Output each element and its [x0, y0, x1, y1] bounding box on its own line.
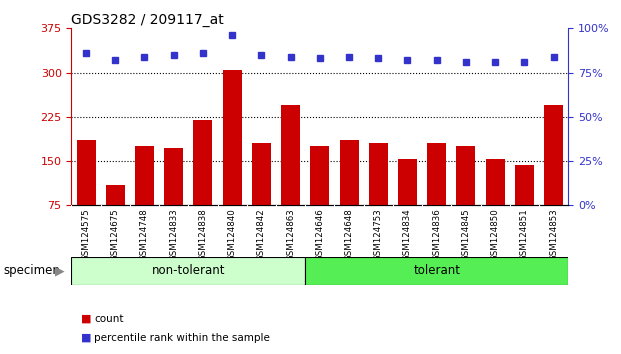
- Text: GSM124842: GSM124842: [257, 208, 266, 261]
- Text: ■: ■: [81, 333, 91, 343]
- Bar: [76, 141, 96, 205]
- Bar: [281, 105, 300, 205]
- Text: GSM124850: GSM124850: [491, 208, 500, 261]
- Bar: [310, 146, 329, 205]
- Text: ▶: ▶: [55, 264, 64, 277]
- Bar: [135, 146, 154, 205]
- Text: tolerant: tolerant: [413, 264, 460, 277]
- Text: GSM124863: GSM124863: [286, 208, 295, 261]
- Bar: [193, 120, 212, 205]
- Text: GSM124748: GSM124748: [140, 208, 149, 261]
- Bar: [456, 146, 476, 205]
- Text: GSM124648: GSM124648: [345, 208, 353, 261]
- Bar: [223, 70, 242, 205]
- Bar: [544, 105, 563, 205]
- Text: GSM124853: GSM124853: [549, 208, 558, 261]
- Text: GSM124753: GSM124753: [374, 208, 383, 261]
- Text: count: count: [94, 314, 124, 324]
- Text: GSM124834: GSM124834: [403, 208, 412, 261]
- Text: GSM124836: GSM124836: [432, 208, 441, 261]
- Text: GSM124575: GSM124575: [81, 208, 91, 261]
- Text: GSM124851: GSM124851: [520, 208, 529, 261]
- Bar: [486, 159, 505, 205]
- Text: GDS3282 / 209117_at: GDS3282 / 209117_at: [71, 13, 224, 27]
- Bar: [340, 141, 358, 205]
- Text: GSM124845: GSM124845: [461, 208, 471, 261]
- Text: percentile rank within the sample: percentile rank within the sample: [94, 333, 270, 343]
- Text: ■: ■: [81, 314, 91, 324]
- Text: GSM124675: GSM124675: [111, 208, 120, 261]
- Bar: [427, 143, 446, 205]
- Text: non-tolerant: non-tolerant: [152, 264, 225, 277]
- Bar: [305, 257, 568, 285]
- Text: GSM124833: GSM124833: [169, 208, 178, 261]
- Bar: [106, 185, 125, 205]
- Text: specimen: specimen: [3, 264, 60, 277]
- Bar: [515, 165, 534, 205]
- Bar: [71, 257, 305, 285]
- Text: GSM124838: GSM124838: [199, 208, 207, 261]
- Text: GSM124646: GSM124646: [315, 208, 324, 261]
- Bar: [252, 143, 271, 205]
- Bar: [369, 143, 388, 205]
- Bar: [398, 159, 417, 205]
- Bar: [164, 148, 183, 205]
- Text: GSM124840: GSM124840: [228, 208, 237, 261]
